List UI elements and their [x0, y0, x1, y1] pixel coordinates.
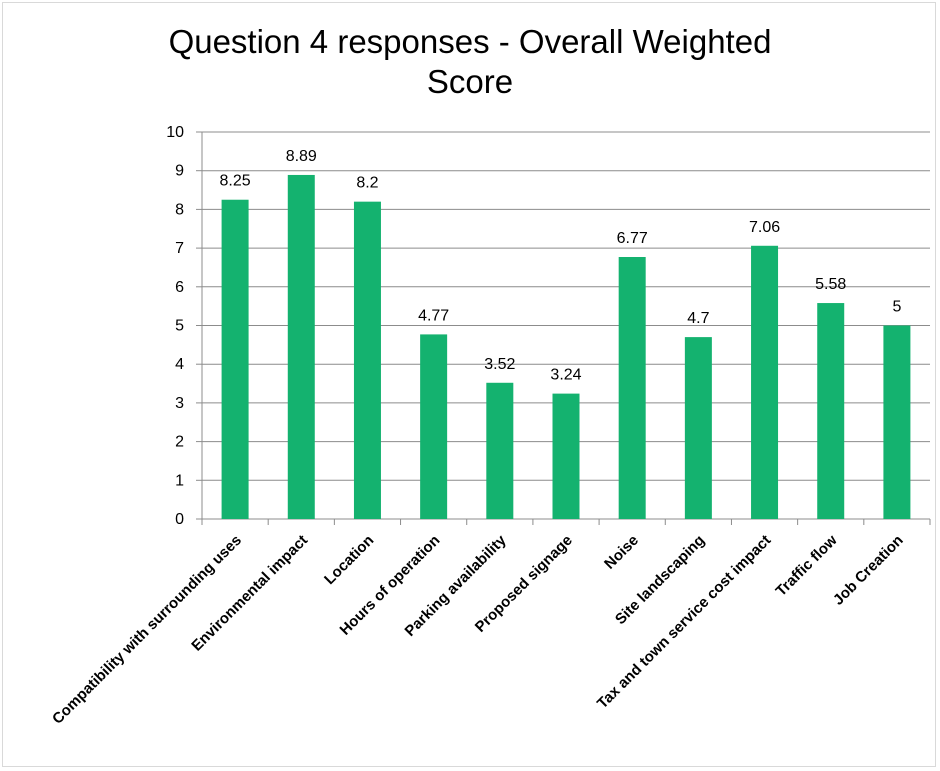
x-category-label: Traffic flow	[773, 532, 841, 600]
y-tick-label: 6	[175, 279, 184, 296]
y-tick-label: 7	[175, 240, 184, 257]
x-category-label: Noise	[601, 532, 642, 573]
data-label: 4.77	[418, 307, 449, 324]
data-label: 8.89	[286, 148, 317, 165]
bar	[817, 303, 845, 519]
y-tick-label: 8	[175, 201, 184, 218]
data-label: 5.58	[815, 276, 846, 293]
data-label: 8.2	[356, 175, 378, 192]
y-tick-label: 5	[175, 318, 184, 335]
y-tick-label: 4	[175, 356, 184, 373]
x-category-label: Location	[321, 532, 377, 588]
bar	[486, 382, 514, 519]
y-tick-label: 3	[175, 395, 184, 412]
data-label: 5	[892, 299, 901, 316]
chart-title-line-2: Score	[426, 63, 514, 100]
bar	[883, 325, 911, 519]
x-category-label: Job Creation	[830, 532, 907, 609]
bar	[287, 174, 315, 519]
data-label: 8.25	[220, 173, 251, 190]
bar	[751, 245, 779, 519]
chart-title: Question 4 responses - Overall Weighted …	[0, 22, 940, 102]
chart-title-line-1: Question 4 responses - Overall Weighted	[168, 23, 772, 60]
y-tick-label: 2	[175, 434, 184, 451]
bar	[221, 199, 249, 519]
bar	[420, 334, 448, 519]
y-tick-label: 10	[166, 124, 184, 141]
data-label: 3.24	[550, 367, 581, 384]
y-tick-label: 1	[175, 472, 184, 489]
bar	[684, 337, 712, 519]
y-tick-label: 9	[175, 163, 184, 180]
bar	[618, 257, 646, 519]
data-label: 6.77	[617, 230, 648, 247]
y-tick-label: 0	[175, 511, 184, 528]
x-category-label: Environmental impact	[188, 532, 311, 655]
data-label: 7.06	[749, 219, 780, 236]
bar	[552, 393, 580, 519]
data-label: 4.7	[687, 310, 709, 327]
data-label: 3.52	[484, 356, 515, 373]
bar	[353, 201, 381, 519]
